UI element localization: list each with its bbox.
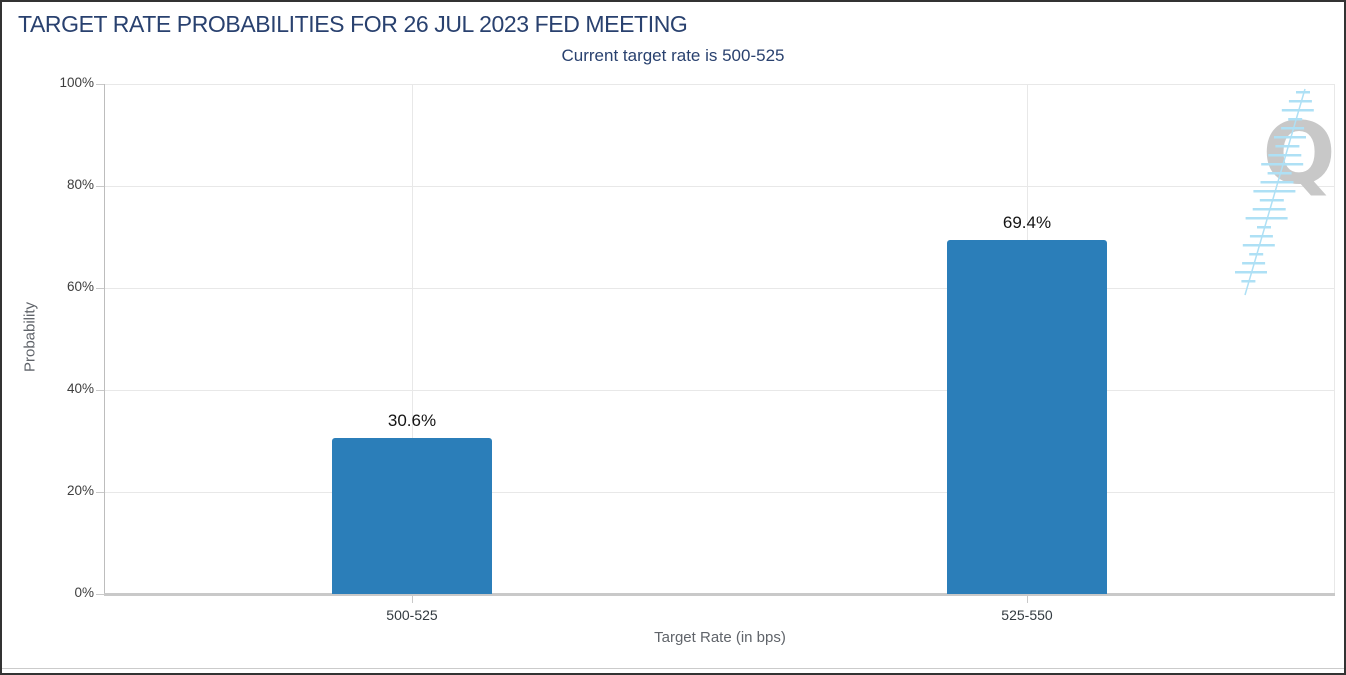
gridline-h: [105, 390, 1334, 391]
bar-value-label: 30.6%: [387, 411, 437, 430]
y-tick: [96, 84, 104, 85]
chart-subtitle: Current target rate is 500-525: [561, 46, 785, 65]
y-tick-label: 100%: [59, 75, 94, 90]
gridline-h: [105, 288, 1334, 289]
quikstrike-watermark: Q: [1235, 88, 1336, 296]
y-axis-line: [104, 84, 105, 594]
bar-value-label: 69.4%: [1002, 213, 1052, 232]
x-tick-label: 500-525: [386, 607, 438, 623]
x-tick: [1027, 596, 1028, 603]
watermark-q-letter: Q: [1262, 104, 1335, 204]
y-tick-label: 60%: [66, 279, 94, 294]
y-tick: [96, 492, 104, 493]
y-tick-label: 80%: [66, 177, 94, 192]
x-axis-baseline: [104, 593, 1335, 596]
y-tick: [96, 288, 104, 289]
y-tick-label: 20%: [66, 483, 94, 498]
y-axis-title: Probability: [21, 301, 39, 373]
x-tick: [412, 596, 413, 603]
chart-bar-525-550[interactable]: [947, 240, 1107, 594]
plot-right-border: [1334, 84, 1335, 594]
y-tick: [96, 186, 104, 187]
y-tick: [96, 594, 104, 595]
gridline-h: [105, 84, 1334, 85]
x-axis-title: Target Rate (in bps): [654, 629, 786, 646]
y-tick-label: 0%: [74, 585, 94, 600]
gridline-h: [105, 186, 1334, 187]
y-tick: [96, 390, 104, 391]
watermark-hatch-lines: [1235, 88, 1314, 296]
gridline-v: [412, 84, 413, 594]
y-tick-label: 40%: [66, 381, 94, 396]
chart-title: TARGET RATE PROBABILITIES FOR 26 JUL 202…: [18, 11, 688, 37]
gridline-h: [105, 492, 1334, 493]
chart-bar-500-525[interactable]: [332, 438, 492, 594]
x-tick-label: 525-550: [1001, 607, 1053, 623]
bottom-divider-line: [2, 668, 1344, 669]
